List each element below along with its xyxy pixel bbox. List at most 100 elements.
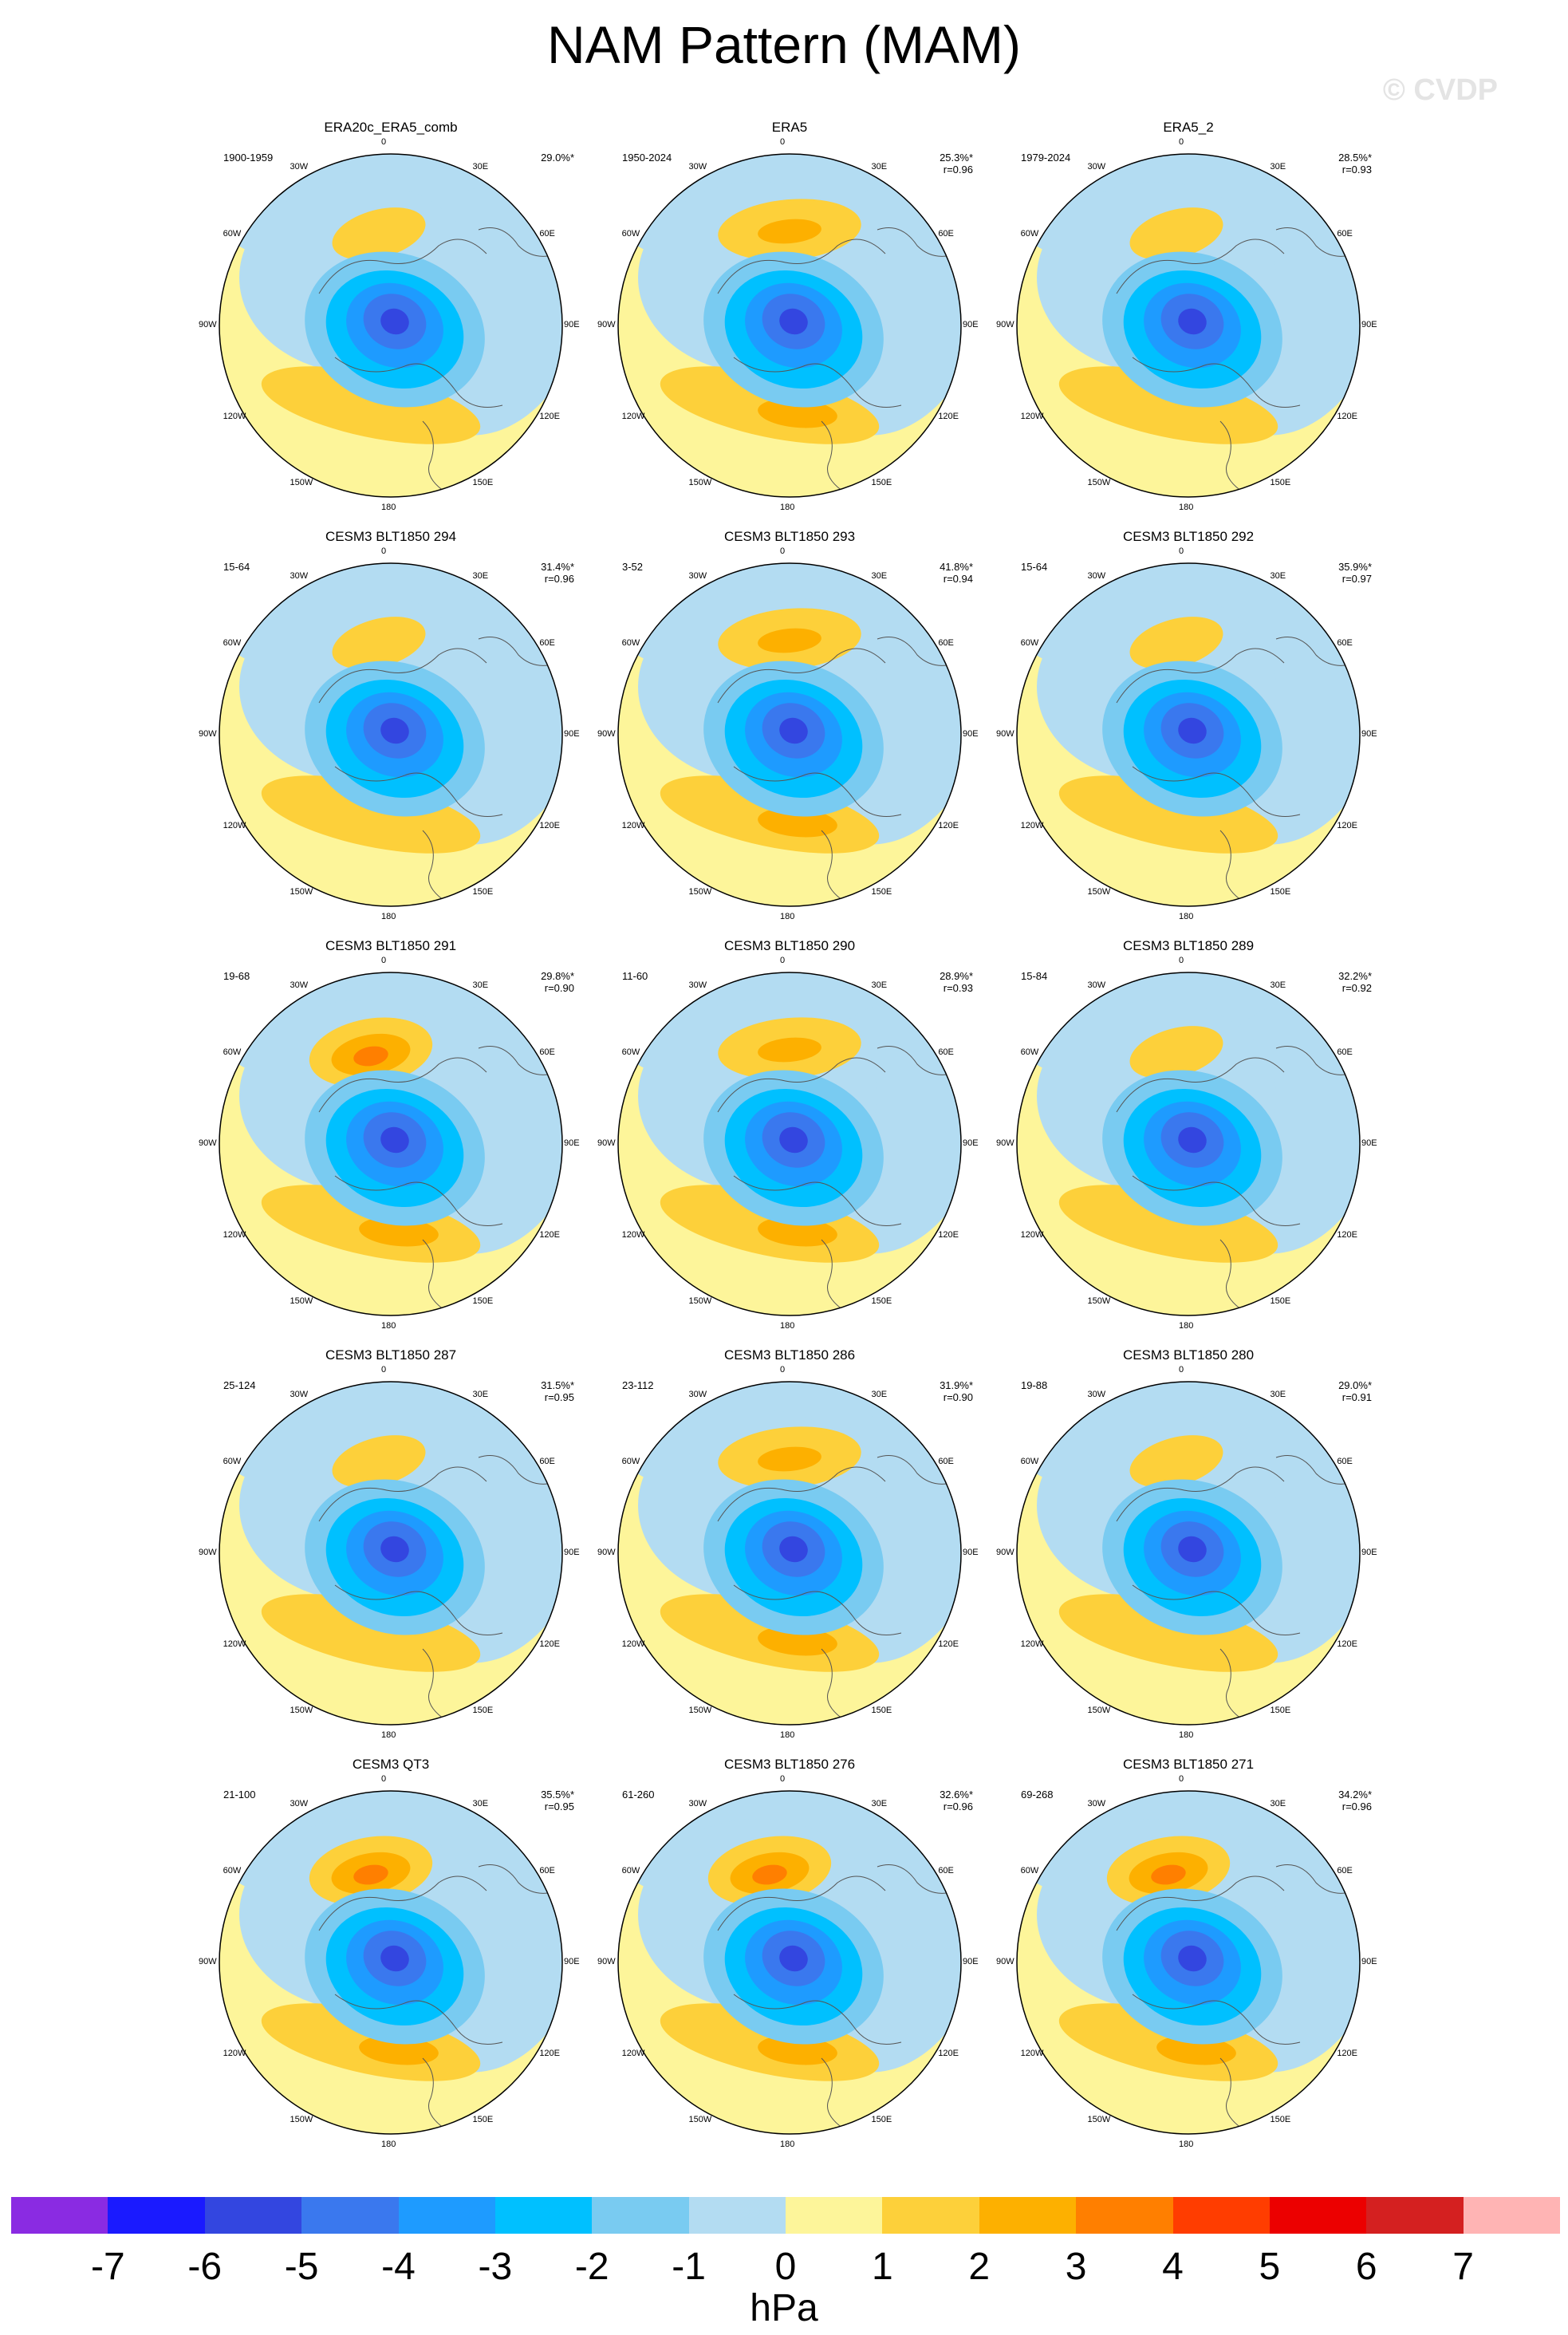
longitude-label: 90E	[1361, 1957, 1377, 1966]
longitude-label: 150E	[472, 1296, 494, 1307]
map-panel: CESM3 BLT1850 290 11-60 28.9%* r=0.93 180 150…	[597, 938, 1093, 1349]
colorbar-swatch	[11, 2197, 108, 2234]
longitude-label: 60W	[223, 1047, 242, 1057]
longitude-label: 30W	[290, 1798, 309, 1808]
colorbar-swatch	[108, 2197, 205, 2234]
panel-variance-explained: 35.9%* r=0.97	[1338, 561, 1372, 585]
polar-boundary	[617, 153, 962, 498]
longitude-label: 90E	[564, 1138, 580, 1148]
longitude-label: 30E	[871, 980, 888, 990]
longitude-label: 60E	[1337, 1865, 1353, 1875]
longitude-label: 60E	[1337, 1047, 1353, 1057]
colorbar-tick-label: 2	[968, 2246, 991, 2288]
longitude-label: 150E	[472, 887, 494, 897]
pattern-correlation: r=0.93	[1341, 164, 1372, 176]
colorbar-swatch	[301, 2197, 399, 2234]
variance-pct: 29.0%*	[541, 152, 574, 164]
coastline	[422, 1455, 559, 1722]
longitude-label: 150W	[1087, 2115, 1111, 2125]
pattern-correlation: r=0.95	[544, 1391, 574, 1403]
panel-title: CESM3 BLT1850 290	[723, 938, 856, 953]
negative-anomaly-region	[779, 308, 808, 335]
colorbar-swatch	[494, 2197, 593, 2234]
pattern-correlation: r=0.96	[1341, 1801, 1372, 1812]
map-panel: CESM3 BLT1850 289 15-84 32.2%* r=0.92 180 150…	[996, 938, 1491, 1349]
longitude-label: 120E	[938, 820, 959, 830]
coastline	[422, 1864, 559, 2131]
longitude-label: 30W	[688, 161, 707, 172]
polar-boundary	[617, 972, 962, 1316]
coastline	[318, 1057, 503, 1226]
panel-variance-explained: 29.8%* r=0.90	[541, 970, 574, 994]
colorbar-swatch	[1366, 2197, 1464, 2234]
pattern-correlation: r=0.91	[1341, 1391, 1372, 1403]
positive-anomaly-region	[332, 207, 426, 260]
colorbar-tick-label: 5	[1259, 2246, 1281, 2288]
coastline	[318, 648, 503, 817]
longitude-label: 0	[381, 956, 387, 965]
coastline	[422, 1046, 559, 1312]
map-panel: CESM3 BLT1850 286 23-112 31.9%* r=0.90 180 15…	[597, 1347, 1093, 1758]
negative-anomaly-region	[380, 1126, 409, 1154]
map-panel: ERA5 1950-2024 25.3%* r=0.96 180 150W 150E 120W…	[597, 120, 1093, 531]
variance-pct: 31.4%*	[541, 561, 574, 573]
longitude-label: 0	[1179, 1774, 1184, 1784]
negative-anomaly-region	[779, 1536, 808, 1563]
longitude-label: 180	[1179, 503, 1194, 512]
panel-period: 15-84	[1021, 970, 1048, 982]
longitude-label: 150E	[871, 2115, 892, 2125]
longitude-label: 90W	[199, 729, 217, 739]
longitude-label: 90E	[564, 729, 580, 739]
map-panel: ERA20c_ERA5_comb 1900-1959 29.0%* 180 150W 15…	[199, 120, 694, 531]
longitude-label: 0	[780, 546, 786, 556]
colorbar-swatch	[786, 2197, 883, 2234]
longitude-label: 120W	[223, 820, 246, 830]
coastline	[717, 1466, 902, 1635]
longitude-label: 30W	[688, 980, 707, 990]
colorbar-swatch	[688, 2197, 786, 2234]
longitude-label: 150E	[1270, 478, 1291, 488]
positive-anomaly-region	[1151, 1864, 1186, 1885]
longitude-label: 120W	[1020, 1229, 1044, 1240]
longitude-label: 90E	[1361, 1548, 1377, 1557]
negative-anomaly-region	[779, 1126, 808, 1154]
panel-title: CESM3 BLT1850 294	[325, 529, 457, 544]
variance-pct: 25.3%*	[940, 152, 973, 164]
pattern-correlation: r=0.90	[544, 982, 574, 994]
coastline	[1219, 1864, 1357, 2131]
panel-period: 61-260	[622, 1789, 655, 1801]
variance-pct: 41.8%*	[940, 561, 973, 573]
coastline	[717, 239, 902, 408]
pattern-correlation: r=0.96	[544, 573, 574, 585]
colorbar-swatch	[204, 2197, 302, 2234]
longitude-label: 90E	[1361, 320, 1377, 329]
colorbar-swatch	[979, 2197, 1077, 2234]
colorbar-swatch	[592, 2197, 689, 2234]
longitude-label: 0	[381, 1774, 387, 1784]
longitude-label: 90E	[1361, 729, 1377, 739]
longitude-label: 150W	[688, 887, 712, 897]
negative-anomaly-region	[380, 308, 409, 335]
longitude-label: 30E	[871, 570, 888, 581]
map-panel: CESM3 BLT1850 294 15-64 31.4%* r=0.96 180 150…	[199, 529, 694, 940]
panel-title: ERA5	[771, 120, 808, 135]
longitude-label: 150W	[290, 1706, 313, 1716]
positive-anomaly-region	[1129, 207, 1223, 260]
colorbar-tick-label: -3	[478, 2246, 513, 2288]
colorbar-tick-label: -6	[187, 2246, 223, 2288]
longitude-label: 0	[780, 137, 786, 147]
colorbar	[11, 2197, 1560, 2234]
longitude-label: 90E	[963, 729, 979, 739]
map-panel: ERA5_2 1979-2024 28.5%* r=0.93 180 150W 150E 12…	[996, 120, 1491, 531]
longitude-label: 120E	[1337, 2048, 1358, 2058]
panel-period: 25-124	[223, 1379, 256, 1391]
panel-period: 1900-1959	[223, 152, 274, 164]
panel-title: CESM3 BLT1850 271	[1122, 1757, 1255, 1772]
colorbar-swatch	[1172, 2197, 1270, 2234]
panel-period: 19-68	[223, 970, 250, 982]
longitude-label: 60E	[539, 637, 555, 648]
longitude-label: 120W	[1020, 1639, 1044, 1649]
pattern-correlation: r=0.90	[943, 1391, 973, 1403]
longitude-label: 180	[381, 503, 396, 512]
positive-anomaly-region	[758, 628, 821, 653]
